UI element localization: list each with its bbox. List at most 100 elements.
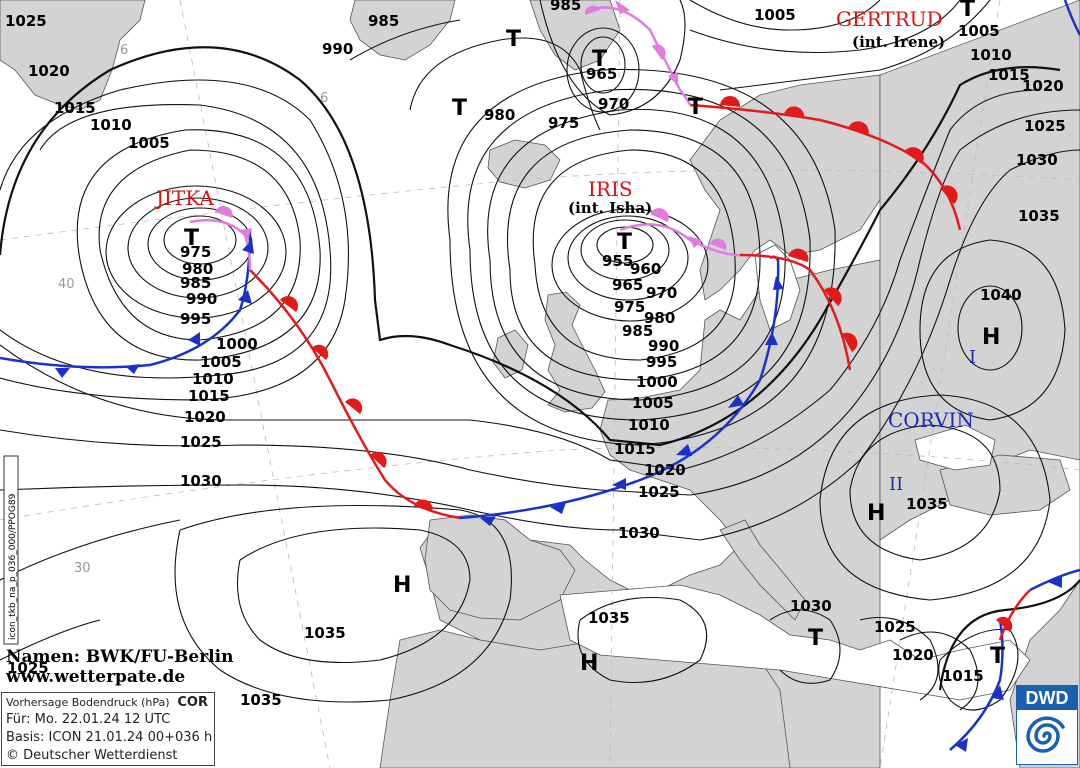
isobar-label: 975 — [548, 114, 579, 132]
isobar-label: 1025 — [638, 483, 680, 501]
info-valid-time: Für: Mo. 22.01.24 12 UTC — [6, 712, 171, 727]
forecast-info-box: Vorhersage Bodendruck (hPa) COR Für: Mo.… — [1, 692, 215, 766]
isobar-label: 1030 — [790, 597, 832, 615]
low-center-spitsbergen: T — [592, 47, 607, 72]
isobar-labels: 1025 1020 1015 1010 1005 985 990 985 100… — [5, 0, 1066, 709]
info-copyright: © Deutscher Wetterdienst — [6, 748, 178, 763]
isobar-label: 980 — [484, 106, 515, 124]
isobar-label: 1030 — [180, 472, 222, 490]
isobar-label: 1035 — [906, 495, 948, 513]
isobar-label: 980 — [182, 260, 213, 278]
lat-label-6b: 6 — [320, 91, 328, 106]
isobar-label: 1005 — [632, 394, 674, 412]
land-scandinavia — [689, 74, 881, 301]
isobar-label: 970 — [598, 95, 629, 113]
isobar-label: 1020 — [892, 646, 934, 664]
isobar-label: 1015 — [942, 667, 984, 685]
isobar-label: 1015 — [614, 440, 656, 458]
high-center-atlantic: H — [393, 573, 411, 598]
isobar-label: 975 — [180, 243, 211, 261]
high-corvin-i: I — [969, 347, 976, 368]
low-center-norway: T — [688, 95, 703, 120]
occlusion-iris — [619, 223, 741, 257]
lat-label-6a: 6 — [120, 43, 128, 58]
info-cor-flag: COR — [177, 695, 208, 710]
isobar-label: 1025 — [1024, 117, 1066, 135]
isobar-label: 985 — [368, 12, 399, 30]
isobar-label: 1005 — [200, 353, 242, 371]
isobar-label: 1030 — [618, 524, 660, 542]
low-center-greenland-sea: T — [506, 27, 521, 52]
isobar-label: 1015 — [54, 99, 96, 117]
cold-front-east — [949, 619, 1004, 751]
dwd-logo: DWD — [1016, 685, 1078, 765]
land-black-sea-basin — [914, 424, 996, 471]
pressure-centers: T T T T T T H H H H T T T — [184, 0, 1005, 676]
isobar-label: 1000 — [216, 335, 258, 353]
isobar-label: 1025 — [180, 433, 222, 451]
isobar-label: 1015 — [188, 387, 230, 405]
isobar-label: 1010 — [970, 46, 1012, 64]
isobar-label: 1040 — [980, 286, 1022, 304]
info-model-basis: Basis: ICON 21.01.24 00+036 h — [6, 730, 213, 745]
land-east-europe — [879, 0, 1080, 768]
vertical-product-id: icon_tkb_na_p_036_000/PPOG89 — [8, 493, 18, 640]
isobar-label: 1025 — [7, 659, 49, 677]
isobar-label: 1035 — [240, 691, 282, 709]
lat-label-30: 30 — [74, 561, 91, 576]
isobar-label: 965 — [612, 276, 643, 294]
dwd-logo-text: DWD — [1017, 686, 1077, 710]
isobar-label: 1000 — [636, 373, 678, 391]
low-center-east-med: T — [990, 644, 1005, 669]
land-ireland — [492, 329, 529, 379]
storm-intl-name-iris: (int. Isha) — [568, 199, 652, 217]
isobar-label: 995 — [646, 353, 677, 371]
isobars — [0, 0, 1080, 711]
land-mediterranean-sea — [559, 584, 1031, 701]
low-center-iris: T — [617, 230, 632, 255]
isobar-label: 1035 — [304, 624, 346, 642]
isobar-label: 1025 — [5, 12, 47, 30]
land-greenland — [0, 0, 146, 111]
high-name-corvin: CORVIN — [888, 408, 974, 432]
isobar-label: 1005 — [128, 134, 170, 152]
credits: Namen: BWK/FU-Berlin www.wetterpate.de i… — [3, 455, 233, 687]
isobar-label: 1030 — [1016, 151, 1058, 169]
isobar-label: 985 — [550, 0, 581, 14]
isobar-label: 1020 — [644, 461, 686, 479]
isobar-label: 1020 — [184, 408, 226, 426]
isobar-label: 995 — [180, 310, 211, 328]
low-center-central-med: T — [808, 626, 823, 651]
isobar-label: 980 — [644, 309, 675, 327]
land-greenland-east — [349, 0, 456, 61]
low-center-iceland-sea: T — [452, 96, 467, 121]
high-center-corvin: H — [867, 501, 885, 526]
storm-name-gertrud: GERTRUD — [836, 7, 943, 31]
warm-front-jitka — [249, 269, 461, 520]
high-center-russia: H — [982, 325, 1000, 350]
isobar-label: 955 — [602, 252, 633, 270]
names-credit: Namen: BWK/FU-Berlin — [6, 647, 233, 667]
cold-front-top-right — [1063, 0, 1080, 36]
isobar-label: 985 — [180, 274, 211, 292]
cold-front-europe — [459, 255, 780, 520]
warm-front-east — [998, 589, 1031, 641]
storm-names: JITKA IRIS (int. Isha) GERTRUD (int. Ire… — [154, 7, 976, 495]
land-iberia — [424, 514, 576, 621]
isobar-label: 1035 — [588, 609, 630, 627]
high-center-africa: H — [580, 651, 598, 676]
isobar-label: 965 — [586, 65, 617, 83]
lat-label-40: 40 — [58, 277, 75, 292]
isobar-label: 1010 — [628, 416, 670, 434]
storm-intl-name-gertrud: (int. Irene) — [852, 33, 945, 51]
land-great-britain — [544, 291, 606, 413]
warm-front-iris — [739, 253, 852, 371]
isobar-label: 975 — [614, 298, 645, 316]
isobar-label: 970 — [646, 284, 677, 302]
low-center-jitka: T — [184, 226, 199, 251]
website-credit: www.wetterpate.de — [5, 667, 185, 687]
isobar-label: 985 — [622, 322, 653, 340]
isobar-label: 1020 — [28, 62, 70, 80]
isobar-label: 1010 — [90, 116, 132, 134]
land-svalbard — [529, 0, 621, 71]
